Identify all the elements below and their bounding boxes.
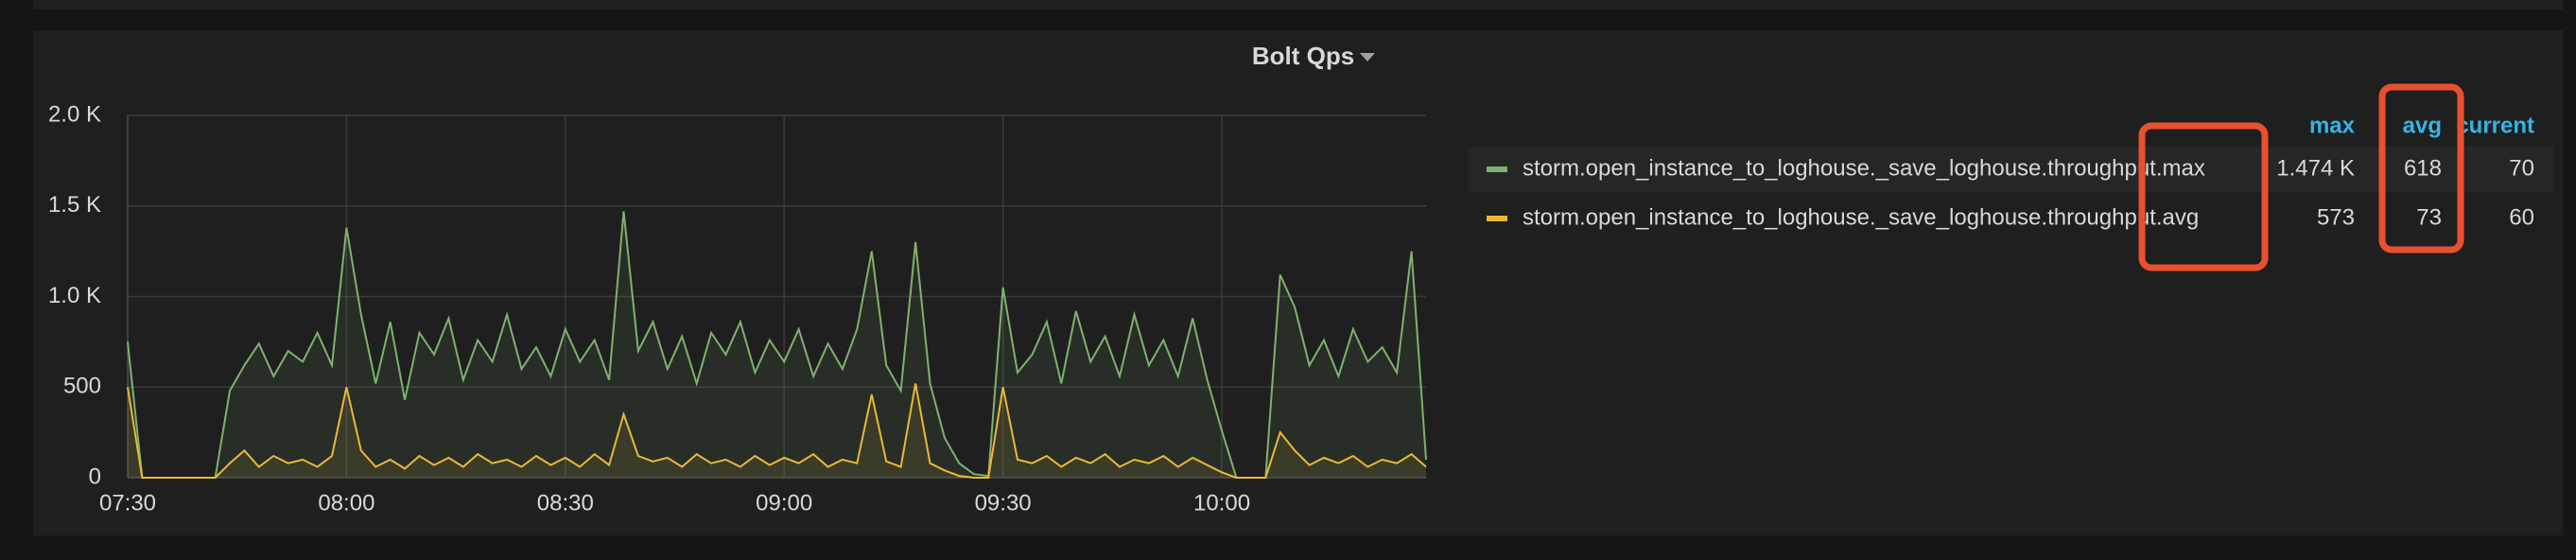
x-tick-label: 08:30 [537, 490, 594, 516]
legend-entry: storm.open_instance_to_loghouse._save_lo… [1523, 155, 2205, 181]
series-line [127, 211, 1427, 479]
legend-value: 573 [2317, 204, 2355, 230]
chart-title[interactable]: Bolt Qps [1252, 42, 1354, 70]
x-tick-label: 07:30 [99, 490, 156, 516]
legend-value: 1.474 K [2276, 155, 2355, 181]
x-tick-label: 09:00 [756, 490, 812, 516]
y-tick-label: 1.5 K [48, 192, 101, 218]
legend-row-background [1468, 147, 2553, 192]
legend-column-header: max [2309, 113, 2356, 138]
highlight-box [2138, 122, 2269, 271]
legend-column-header: current [2456, 113, 2534, 138]
panel [33, 30, 2563, 535]
legend-value: 70 [2509, 155, 2534, 181]
series-line [127, 383, 1427, 479]
area-fill [128, 211, 1426, 478]
y-tick-label: 2.0 K [48, 101, 101, 127]
x-tick-label: 08:00 [318, 490, 374, 516]
y-tick-label: 500 [63, 374, 101, 399]
highlight-box [2378, 83, 2464, 254]
legend-column-header: avg [2403, 113, 2442, 138]
y-tick-label: 0 [89, 464, 101, 489]
legend-swatch [1487, 166, 1507, 172]
title-caret[interactable] [1360, 53, 1375, 61]
legend-swatch [1487, 216, 1507, 221]
previous-panel [33, 0, 2563, 9]
legend-value: 618 [2404, 155, 2442, 181]
x-tick-label: 09:30 [975, 490, 1032, 516]
area-fill [128, 383, 1426, 478]
x-tick-label: 10:00 [1193, 490, 1250, 516]
y-tick-label: 1.0 K [48, 283, 101, 308]
legend-entry: storm.open_instance_to_loghouse._save_lo… [1523, 204, 2199, 230]
legend-value: 60 [2509, 204, 2534, 230]
legend-value: 73 [2416, 204, 2442, 230]
